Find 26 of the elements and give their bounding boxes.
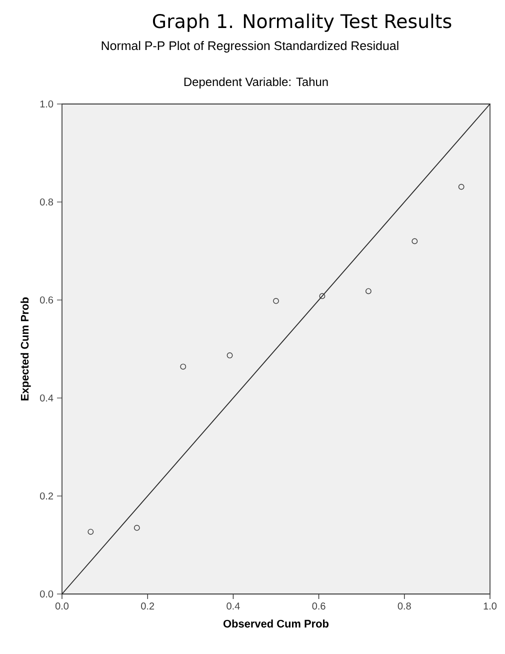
x-tick-label: 0.4 <box>226 602 240 610</box>
y-tick-label: 0.0 <box>40 590 54 598</box>
y-tick-label: 0.4 <box>40 394 54 402</box>
y-tick-label: 1.0 <box>40 100 54 108</box>
text: Dependent Variable: Tahun <box>184 77 328 88</box>
point <box>319 293 326 300</box>
point <box>366 288 372 294</box>
chart-title: Graph 1. Normality Test Results <box>152 14 452 32</box>
point <box>273 298 279 304</box>
x-tick-label: 0.6 <box>312 602 326 610</box>
y-tick-label: 0.6 <box>40 296 54 304</box>
y-axis-title: Expected Cum Prob <box>20 297 31 400</box>
point <box>412 238 418 244</box>
chart-subtitle: Normal P-P Plot of Regression Standardized Residual <box>102 40 398 53</box>
x-tick-label: 0.8 <box>398 602 411 610</box>
point <box>88 528 94 535</box>
x-tick-label: 0.0 <box>55 602 69 610</box>
point <box>180 364 186 370</box>
x-axis-title: Observed Cum Prob <box>223 620 329 628</box>
y-tick-label: 0.8 <box>40 198 54 206</box>
point <box>226 352 233 358</box>
y-tick-label: 0.2 <box>40 492 53 500</box>
x-tick-label: 0.2 <box>141 602 154 610</box>
point <box>134 524 140 531</box>
x-tick-label: 1.0 <box>484 602 497 610</box>
point <box>458 184 464 190</box>
